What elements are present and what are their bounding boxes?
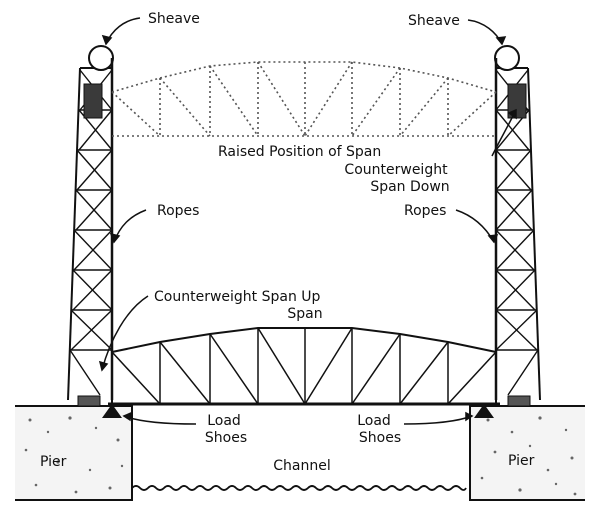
counterweight-down-right xyxy=(507,83,527,119)
label-span: Span xyxy=(287,306,322,322)
label-load-shoes-left-2: Shoes xyxy=(205,430,247,446)
label-load-shoes-right-1: Load xyxy=(357,413,391,429)
label-raised-position: Raised Position of Span xyxy=(218,144,381,160)
label-counterweight-down-2: Span Down xyxy=(370,179,449,195)
label-sheave-right: Sheave xyxy=(408,13,460,29)
label-ropes-right: Ropes xyxy=(404,203,446,219)
counterweight-up-block-left xyxy=(77,395,101,407)
leader-lines xyxy=(98,17,517,425)
load-shoe-left-icon xyxy=(102,404,122,418)
lowered-span-truss xyxy=(108,327,500,406)
pier-right xyxy=(469,405,585,501)
label-channel: Channel xyxy=(273,458,330,474)
label-pier-left: Pier xyxy=(40,454,67,470)
counterweight-down-left xyxy=(83,83,103,119)
channel-water-line xyxy=(131,485,467,491)
label-load-shoes-right-2: Shoes xyxy=(359,430,401,446)
pier-left xyxy=(15,405,133,501)
load-shoe-right-icon xyxy=(474,404,494,418)
label-pier-right: Pier xyxy=(508,453,535,469)
raised-span-outline xyxy=(111,61,497,137)
label-counterweight-up: Counterweight Span Up xyxy=(154,289,321,305)
counterweight-up-block-right xyxy=(507,395,531,407)
label-load-shoes-left-1: Load xyxy=(207,413,241,429)
sheave-left-icon xyxy=(88,45,114,71)
label-sheave-left: Sheave xyxy=(148,11,200,27)
label-ropes-left: Ropes xyxy=(157,203,199,219)
sheave-right-icon xyxy=(494,45,520,71)
label-counterweight-down-1: Counterweight xyxy=(344,162,448,178)
